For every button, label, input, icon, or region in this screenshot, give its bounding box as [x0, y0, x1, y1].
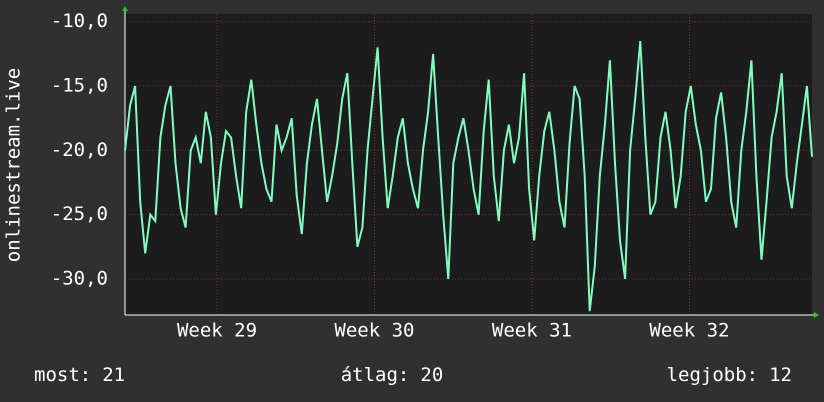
y-tick-label: -30,0 [51, 267, 108, 289]
legend-entry: legjobb: 12 [667, 364, 792, 386]
legend-value: 12 [769, 364, 792, 386]
axis-arrow [122, 6, 128, 11]
y-tick-label: -25,0 [51, 203, 108, 225]
x-tick-label: Week 31 [492, 320, 572, 342]
axis-arrow [814, 312, 819, 318]
legend-label: átlag: [341, 364, 410, 386]
plot-area [125, 14, 812, 315]
legend-entry: most: 21 [34, 364, 125, 386]
y-tick-label: -10,0 [51, 10, 108, 32]
y-tick-label: -20,0 [51, 139, 108, 161]
y-tick-label: -15,0 [51, 75, 108, 97]
legend-value: 20 [420, 364, 443, 386]
data-line [124, 40, 813, 312]
x-tick-label: Week 32 [649, 320, 729, 342]
y-axis-label: onlinestream.live [3, 68, 25, 262]
legend-label: most: [34, 364, 91, 386]
x-tick-label: Week 29 [177, 320, 257, 342]
x-tick-label: Week 30 [334, 320, 414, 342]
legend-label: legjobb: [667, 364, 759, 386]
legend-value: 21 [102, 364, 125, 386]
legend-entry: átlag: 20 [341, 364, 444, 386]
